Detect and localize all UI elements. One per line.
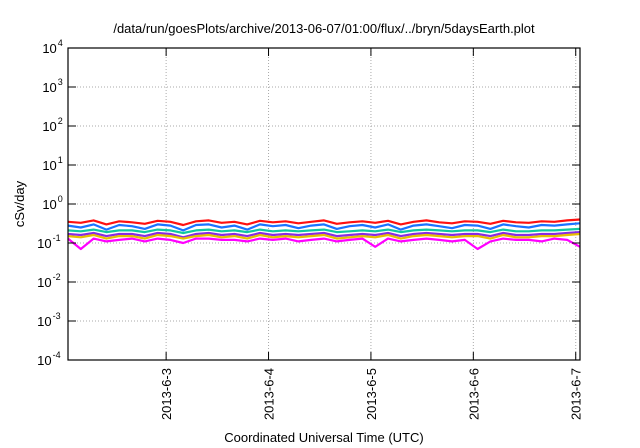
x-tick-label: 2013-6-7 <box>569 368 584 420</box>
series-line-red <box>67 218 581 227</box>
y-tick-label: 10 <box>42 158 56 173</box>
y-tick-exponent: -4 <box>53 350 61 360</box>
chart-title: /data/run/goesPlots/archive/2013-06-07/0… <box>113 21 535 36</box>
y-tick-exponent: -2 <box>53 272 61 282</box>
series-line-magenta <box>67 237 581 251</box>
y-tick-label: 10 <box>42 197 56 212</box>
y-tick-exponent: 4 <box>58 38 63 48</box>
y-tick-exponent: -1 <box>53 233 61 243</box>
series-line-teal <box>67 227 581 235</box>
y-tick-exponent: 1 <box>58 155 63 165</box>
y-tick-exponent: 0 <box>58 194 63 204</box>
y-tick-exponent: 3 <box>58 77 63 87</box>
x-axis-label: Coordinated Universal Time (UTC) <box>224 430 423 445</box>
x-tick-label: 2013-6-6 <box>466 368 481 420</box>
y-tick-exponent: -3 <box>53 311 61 321</box>
x-tick-label: 2013-6-5 <box>364 368 379 420</box>
y-axis-label: cSv/day <box>12 180 27 227</box>
y-tick-label: 10 <box>42 41 56 56</box>
grid <box>68 48 580 360</box>
x-ticks: 2013-6-3 2013-6-4 2013-6-5 2013-6-6 2013-6-7 <box>159 48 584 420</box>
series-line-purple <box>67 231 581 239</box>
y-tick-label: 10 <box>42 119 56 134</box>
x-tick-label: 2013-6-3 <box>159 368 174 420</box>
y-tick-label: 10 <box>37 236 51 251</box>
y-tick-label: 10 <box>37 353 51 368</box>
series-group <box>67 218 581 251</box>
y-tick-exponent: 2 <box>58 116 63 126</box>
series-line-yellow <box>67 232 581 240</box>
x-tick-label: 2013-6-4 <box>262 368 277 420</box>
series-line-blue <box>67 222 581 232</box>
y-tick-label: 10 <box>37 314 51 329</box>
y-tick-label: 10 <box>42 80 56 95</box>
y-tick-label: 10 <box>37 275 51 290</box>
